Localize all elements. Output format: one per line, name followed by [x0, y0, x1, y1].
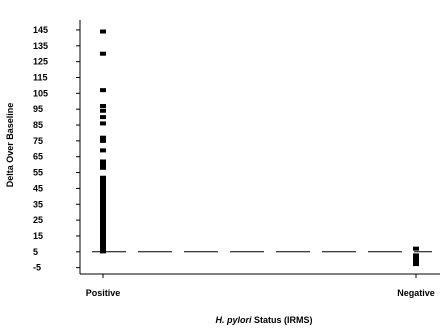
y-tick-label: 95 — [33, 104, 43, 114]
y-tick-label: 45 — [33, 183, 43, 193]
y-tick-label: 125 — [33, 57, 48, 67]
data-point — [100, 88, 106, 93]
dense-points-negative — [413, 253, 419, 267]
data-point — [100, 51, 106, 56]
data-point — [100, 104, 106, 108]
data-point — [413, 246, 419, 251]
data-point — [100, 148, 106, 153]
data-marks — [100, 29, 419, 267]
data-point — [100, 29, 106, 34]
data-point — [100, 108, 106, 113]
y-tick-label: 105 — [33, 88, 48, 98]
y-tick-label: 65 — [33, 152, 43, 162]
y-tick-label: 75 — [33, 136, 43, 146]
x-tick-label: Negative — [397, 288, 435, 298]
data-point — [100, 115, 106, 120]
y-tick-label: 25 — [33, 215, 43, 225]
y-tick-label: -5 — [33, 263, 41, 273]
data-point — [100, 138, 106, 143]
y-tick-label: 115 — [33, 72, 48, 82]
y-axis-title: Delta Over Baseline — [5, 103, 15, 188]
y-axis: 145 135 125 115 105 95 85 75 65 55 45 35 25 15 5 -5 — [33, 20, 81, 274]
data-point — [100, 162, 106, 167]
x-axis-title: H. pylori Status (IRMS) — [215, 315, 312, 325]
data-point — [100, 159, 106, 164]
y-tick-label: 55 — [33, 168, 43, 178]
y-tick-label: 15 — [33, 231, 43, 241]
y-tick-label: 135 — [33, 41, 48, 51]
data-point — [100, 165, 106, 170]
y-tick-label: 145 — [33, 25, 48, 35]
data-point — [100, 135, 106, 140]
y-tick-label: 5 — [33, 247, 38, 257]
y-tick-label: 85 — [33, 120, 43, 130]
x-tick-label: Positive — [86, 288, 121, 298]
data-point — [100, 121, 106, 126]
y-tick-label: 35 — [33, 199, 43, 209]
x-axis: Positive Negative — [80, 273, 440, 298]
dense-points-positive — [100, 175, 106, 254]
